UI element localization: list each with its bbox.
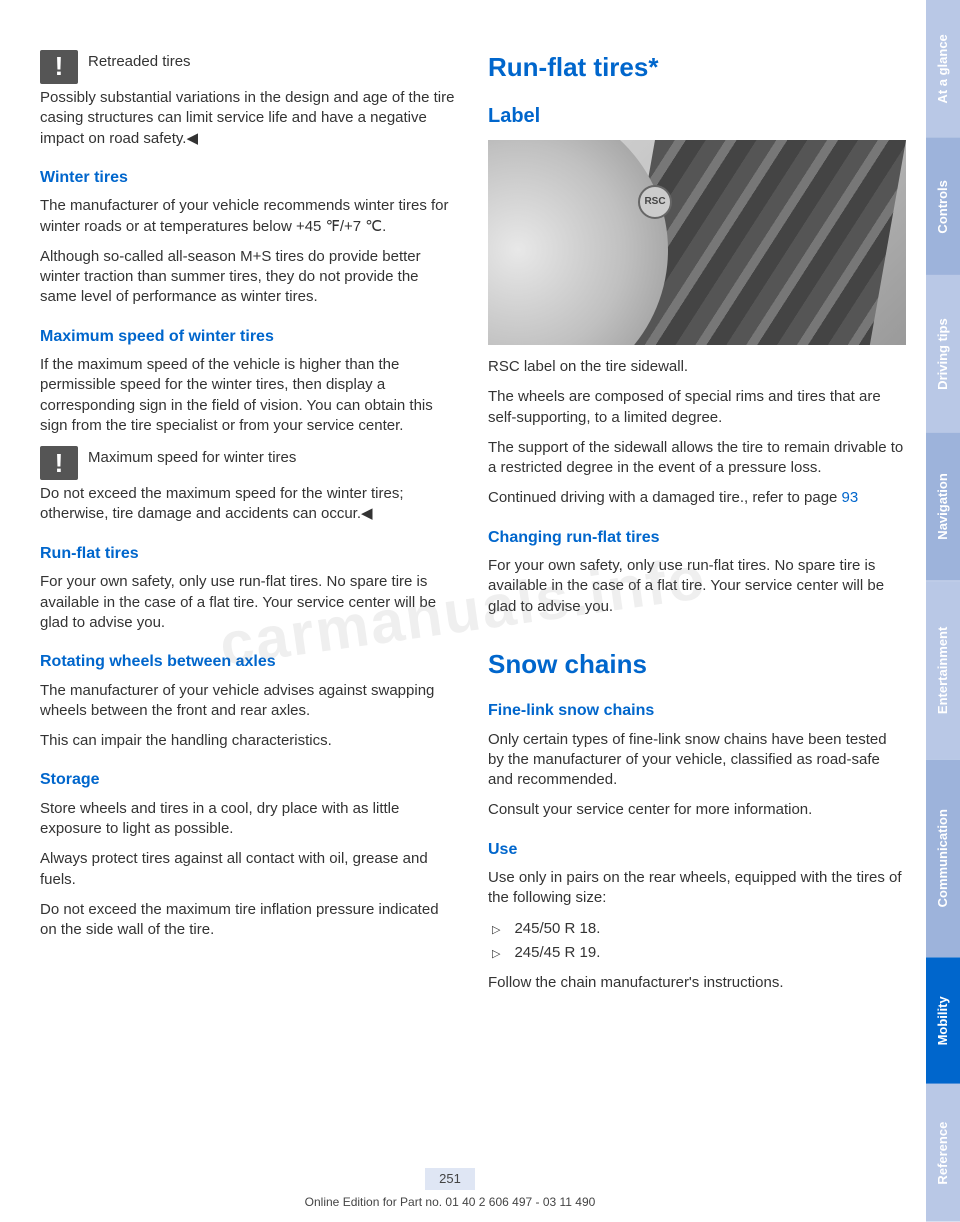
tab-reference[interactable]: Reference [926, 1084, 960, 1222]
warning-maxspeed: ! Maximum speed for winter tires [40, 446, 458, 480]
warning-retreaded: ! Retreaded tires [40, 50, 458, 84]
page-number: 251 [425, 1168, 475, 1190]
paragraph: Continued driving with a damaged tire., … [488, 488, 906, 508]
paragraph: Always protect tires against all contact… [40, 849, 458, 890]
paragraph: If the maximum speed of the vehicle is h… [40, 355, 458, 436]
paragraph: RSC label on the tire sidewall. [488, 357, 906, 377]
paragraph: Use only in pairs on the rear wheels, eq… [488, 868, 906, 909]
paragraph: This can impair the handling characteris… [40, 731, 458, 751]
tab-mobility[interactable]: Mobility [926, 957, 960, 1084]
chapter-snow-chains: Snow chains [488, 647, 906, 682]
warning-icon: ! [40, 446, 78, 480]
heading-runflat: Run-flat tires [40, 543, 458, 565]
page-footer: 251 Online Edition for Part no. 01 40 2 … [0, 1168, 900, 1210]
tab-entertainment[interactable]: Entertainment [926, 581, 960, 759]
footer-edition-line: Online Edition for Part no. 01 40 2 606 … [305, 1195, 596, 1209]
heading-storage: Storage [40, 769, 458, 791]
paragraph: For your own safety, only use run-flat t… [488, 556, 906, 617]
paragraph: For your own safety, only use run-flat t… [40, 572, 458, 633]
paragraph: The manufacturer of your vehicle advises… [40, 681, 458, 722]
page-link-93[interactable]: 93 [842, 489, 859, 506]
paragraph: Although so-called all-season M+S tires … [40, 247, 458, 308]
tab-communication[interactable]: Communication [926, 759, 960, 957]
warning-body: Possibly substantial variations in the d… [40, 88, 458, 149]
paragraph: The manufacturer of your vehicle recomme… [40, 196, 458, 237]
page-root: carmanuals.info ! Retreaded tires Possib… [0, 0, 960, 1222]
heading-use: Use [488, 839, 906, 861]
heading-max-speed: Maximum speed of winter tires [40, 326, 458, 348]
heading-fine-link: Fine-link snow chains [488, 700, 906, 722]
paragraph: Do not exceed the maximum tire inflation… [40, 900, 458, 941]
paragraph: The support of the sidewall allows the t… [488, 438, 906, 479]
paragraph: Only certain types of fine-link snow cha… [488, 730, 906, 791]
left-column: ! Retreaded tires Possibly substantial v… [40, 50, 458, 1192]
heading-winter-tires: Winter tires [40, 167, 458, 189]
paragraph: Follow the chain manufacturer's instruct… [488, 973, 906, 993]
heading-label: Label [488, 103, 906, 130]
tab-at-a-glance[interactable]: At a glance [926, 0, 960, 138]
rsc-badge: RSC [638, 185, 672, 219]
paragraph: Store wheels and tires in a cool, dry pl… [40, 799, 458, 840]
text: Continued driving with a damaged tire., … [488, 489, 842, 506]
warning-title: Retreaded tires [88, 52, 191, 72]
list-item: 245/50 R 18. [488, 919, 906, 939]
right-column: Run-flat tires* Label RSC RSC label on t… [488, 50, 906, 1192]
paragraph: Consult your service center for more inf… [488, 800, 906, 820]
paragraph: The wheels are composed of special rims … [488, 387, 906, 428]
tire-wheel-graphic [488, 140, 668, 345]
tab-controls[interactable]: Controls [926, 138, 960, 276]
heading-change-runflat: Changing run-flat tires [488, 527, 906, 549]
list-item: 245/45 R 19. [488, 943, 906, 963]
warning-icon: ! [40, 50, 78, 84]
tire-image: RSC [488, 140, 906, 345]
tab-navigation[interactable]: Navigation [926, 433, 960, 581]
chapter-runflat: Run-flat tires* [488, 50, 906, 85]
heading-rotate: Rotating wheels between axles [40, 651, 458, 673]
tire-size-list: 245/50 R 18. 245/45 R 19. [488, 919, 906, 964]
content-area: carmanuals.info ! Retreaded tires Possib… [0, 0, 926, 1222]
tab-driving-tips[interactable]: Driving tips [926, 275, 960, 433]
warning-body: Do not exceed the maximum speed for the … [40, 484, 458, 525]
warning-title: Maximum speed for winter tires [88, 448, 296, 468]
side-tabs: At a glance Controls Driving tips Naviga… [926, 0, 960, 1222]
